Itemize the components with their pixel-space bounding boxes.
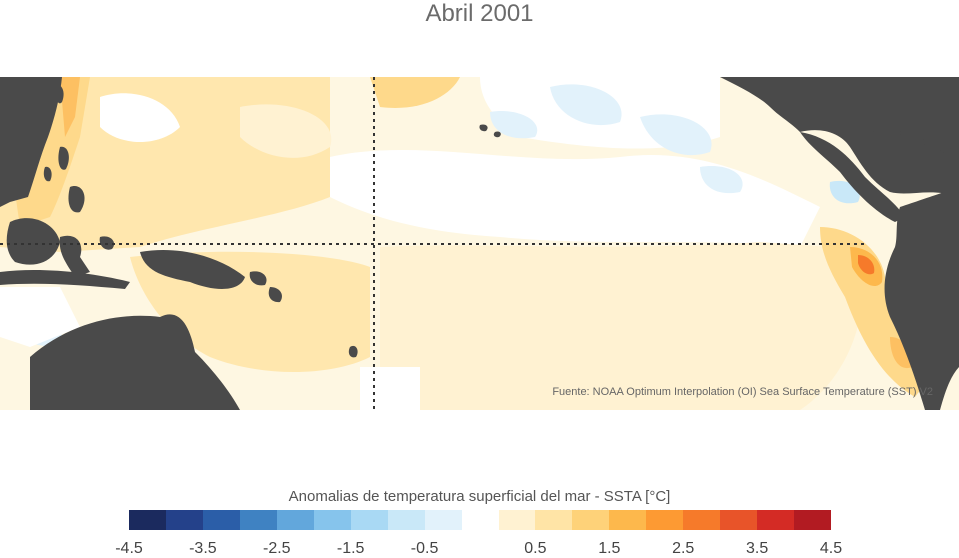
colorbar-swatch — [609, 510, 647, 530]
colorbar-tick-label: 3.5 — [745, 540, 769, 557]
colorbar-swatch — [129, 510, 166, 530]
colorbar-ticks: -4.5 -3.5 -2.5 -1.5 -0.5 0.5 1.5 2.5 3.5 4.5 — [0, 540, 959, 558]
colorbar-swatch — [720, 510, 758, 530]
colorbar-tick-label: 1.5 — [598, 540, 621, 557]
colorbar-tick-label: -0.5 — [410, 540, 439, 557]
colorbar-swatch — [313, 510, 351, 530]
colorbar-swatch — [498, 510, 536, 530]
colorbar-tick-label: -3.5 — [189, 540, 217, 557]
ssta-map — [0, 77, 959, 410]
land-australia — [30, 314, 240, 410]
colorbar-swatch — [794, 510, 832, 530]
land — [0, 77, 959, 410]
land-central-america — [800, 132, 905, 222]
source-note: Fuente: NOAA Optimum Interpolation (OI) … — [552, 386, 933, 398]
colorbar-swatch — [572, 510, 610, 530]
colorbar-tick-label: -1.5 — [336, 540, 365, 557]
colorbar-title: Anomalias de temperatura superficial del… — [288, 488, 671, 505]
colorbar-swatch — [165, 510, 203, 530]
colorbar-swatch — [424, 510, 462, 530]
colorbar-tick-label: 0.5 — [524, 540, 547, 557]
map-title: Abril 2001 — [425, 0, 534, 27]
land-south-america — [884, 187, 959, 410]
colorbar-swatch — [646, 510, 684, 530]
colorbar-tick-label: 2.5 — [672, 540, 695, 557]
colorbar-swatch — [276, 510, 314, 530]
colorbar-swatch — [535, 510, 573, 530]
colorbar-swatch — [350, 510, 388, 530]
colorbar-swatch — [683, 510, 721, 530]
land-new-guinea — [140, 249, 245, 289]
colorbar-swatch — [202, 510, 240, 530]
colorbar-tick-label: -2.5 — [262, 540, 291, 557]
colorbar-swatch — [461, 510, 499, 530]
land-asia — [0, 77, 62, 207]
land-north-america — [720, 77, 959, 197]
colorbar-swatch — [239, 510, 277, 530]
colorbar — [129, 510, 832, 530]
colorbar-tick-label: 4.5 — [819, 540, 843, 557]
colorbar-swatch — [387, 510, 425, 530]
colorbar-tick-label: -4.5 — [115, 540, 143, 557]
land-borneo — [6, 218, 60, 265]
colorbar-swatch — [757, 510, 795, 530]
